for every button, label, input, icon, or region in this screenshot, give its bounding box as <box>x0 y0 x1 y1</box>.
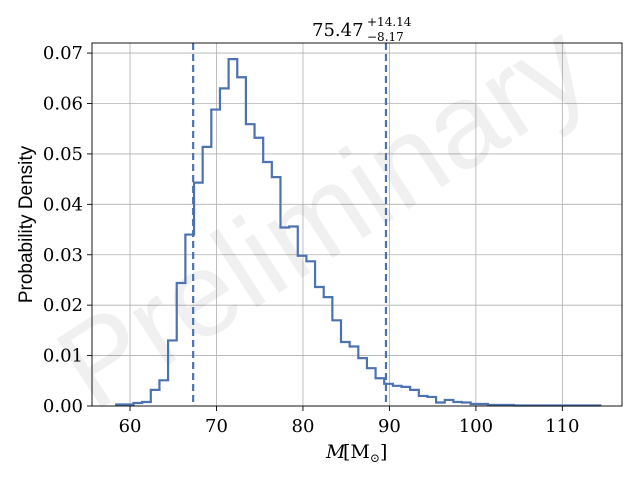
y-tick-label: 0.07 <box>43 43 83 64</box>
y-tick-label: 0.05 <box>43 144 83 165</box>
y-tick-label: 0.01 <box>43 346 83 367</box>
x-tick-label: 90 <box>378 416 401 437</box>
x-axis-label-unit: [M <box>343 441 370 463</box>
histogram-steps <box>115 58 602 407</box>
x-tick-label: 100 <box>459 416 493 437</box>
y-axis-label: Probability Density <box>16 145 37 303</box>
x-tick-label: 60 <box>119 416 142 437</box>
y-tick-label: 0.06 <box>43 94 83 115</box>
x-tick-label: 80 <box>292 416 315 437</box>
y-ticks: 0.00 0.01 0.02 0.03 0.04 0.05 0.06 0.07 <box>43 43 92 417</box>
credible-interval-lines <box>192 43 388 406</box>
x-axis-label-end: ] <box>380 441 387 463</box>
x-axis-label-symbol: M <box>325 441 346 463</box>
x-tick-label: 70 <box>205 416 228 437</box>
y-tick-label: 0.02 <box>43 295 83 316</box>
x-ticks: 60 70 80 90 100 110 <box>119 406 580 437</box>
x-axis-label-subscript: ⊙ <box>370 451 380 465</box>
grid <box>92 43 622 407</box>
y-tick-label: 0.04 <box>43 194 83 215</box>
y-tick-label: 0.03 <box>43 245 83 266</box>
chart-title-value: 75.47 <box>312 20 364 41</box>
x-axis-label: M [M ⊙ ] <box>325 441 387 465</box>
watermark-text: Preliminary <box>35 0 611 435</box>
chart-title-lower-error: −8.17 <box>367 30 404 44</box>
axes-frame <box>91 42 623 407</box>
x-tick-label: 110 <box>545 416 579 437</box>
y-tick-label: 0.00 <box>43 396 83 417</box>
chart-title-upper-error: +14.14 <box>367 15 412 29</box>
